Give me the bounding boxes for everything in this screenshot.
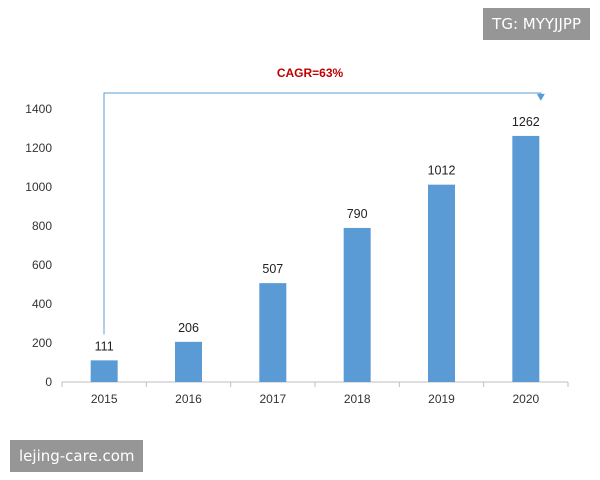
x-tick-label: 2015 bbox=[91, 392, 118, 406]
data-label: 111 bbox=[95, 339, 114, 353]
y-tick-label: 400 bbox=[32, 297, 52, 311]
x-axis-ticks bbox=[61, 382, 569, 387]
y-tick-label: 1400 bbox=[25, 102, 52, 116]
data-label: 507 bbox=[262, 262, 283, 276]
x-tick-label: 2019 bbox=[428, 392, 455, 406]
bar bbox=[512, 135, 540, 382]
cagr-annotation: CAGR=63% bbox=[277, 66, 344, 80]
y-tick-label: 600 bbox=[32, 258, 52, 272]
x-tick-label: 2018 bbox=[344, 392, 371, 406]
bar bbox=[175, 341, 202, 382]
y-tick-label: 0 bbox=[45, 375, 52, 389]
data-label: 1262 bbox=[512, 115, 540, 129]
bar bbox=[343, 227, 371, 382]
watermark-top-right: TG: MYYJJPP bbox=[483, 8, 590, 40]
data-label: 790 bbox=[347, 207, 368, 221]
y-tick-label: 1200 bbox=[25, 141, 52, 155]
cagr-arrowhead bbox=[536, 93, 545, 101]
x-tick-label: 2017 bbox=[259, 392, 286, 406]
y-axis-tick-labels: 0 200 400 600 800 1000 1200 1400 bbox=[25, 102, 52, 389]
y-tick-label: 800 bbox=[32, 219, 52, 233]
data-label: 1012 bbox=[428, 164, 456, 178]
data-label: 206 bbox=[178, 321, 199, 335]
watermark-bottom-left: lejing-care.com bbox=[10, 440, 144, 472]
x-tick-label: 2016 bbox=[175, 392, 202, 406]
cagr-arrow-line bbox=[103, 92, 542, 335]
x-tick-label: 2020 bbox=[512, 392, 539, 406]
bar bbox=[259, 283, 287, 382]
bar bbox=[428, 184, 455, 382]
y-tick-label: 200 bbox=[32, 336, 52, 350]
data-labels: 111 206 507 790 1012 1262 bbox=[95, 115, 540, 353]
y-tick-label: 1000 bbox=[25, 180, 52, 194]
bar bbox=[90, 360, 118, 382]
x-axis-tick-labels: 2015 2016 2017 2018 2019 2020 bbox=[91, 392, 540, 406]
bars bbox=[90, 135, 540, 382]
